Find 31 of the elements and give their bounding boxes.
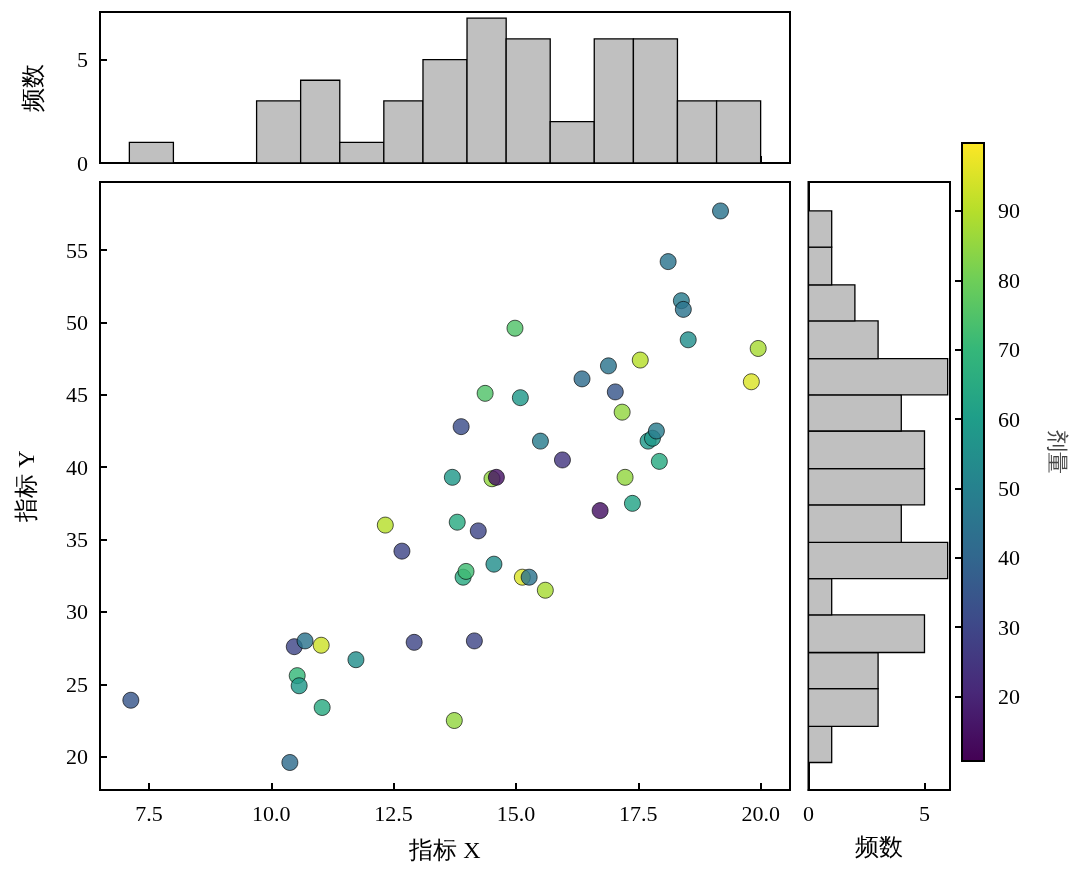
y-tick-label: 55	[66, 237, 88, 263]
y-axis-title: 频数	[20, 63, 46, 112]
color-bar-label: 30	[998, 614, 1020, 640]
color-bar-label: 20	[998, 683, 1020, 709]
x-tick-label: 7.5	[135, 800, 163, 826]
x-tick-label: 0	[803, 800, 814, 826]
color-bar-title: 剂量	[1044, 430, 1070, 474]
x-axis-title: 频数	[855, 834, 904, 860]
color-bar-label: 90	[998, 198, 1020, 224]
y-tick-label: 5	[77, 47, 88, 73]
x-tick-label: 12.5	[374, 800, 413, 826]
y-axis-title: 指标 Y	[13, 450, 39, 523]
x-tick-label: 15.0	[496, 800, 536, 826]
color-bar-label: 40	[998, 545, 1020, 571]
x-tick-label: 10.0	[252, 800, 291, 826]
y-tick-label: 50	[66, 309, 88, 335]
y-tick-label: 0	[77, 150, 88, 176]
y-tick-label: 35	[66, 527, 88, 553]
y-tick-label: 45	[66, 382, 88, 408]
x-tick-label: 20.0	[741, 800, 780, 826]
color-bar-label: 70	[998, 337, 1020, 363]
color-bar-label: 80	[998, 267, 1020, 293]
y-tick-label: 40	[66, 454, 88, 480]
y-tick-label: 20	[66, 744, 88, 770]
color-bar-label: 60	[998, 406, 1020, 432]
x-tick-label: 17.5	[619, 800, 658, 826]
x-axis-title: 指标 X	[408, 837, 481, 863]
x-tick-label: 5	[918, 800, 930, 826]
y-tick-label: 30	[66, 599, 88, 625]
color-bar-label: 50	[998, 475, 1020, 501]
y-tick-label: 25	[66, 671, 88, 697]
